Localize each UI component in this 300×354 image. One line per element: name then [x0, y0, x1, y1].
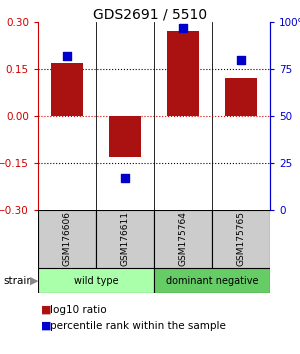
- Text: ■: ■: [40, 321, 51, 331]
- Text: GSM176611: GSM176611: [121, 211, 130, 267]
- Bar: [212, 210, 270, 268]
- Bar: [154, 210, 212, 268]
- Text: strain: strain: [3, 275, 33, 285]
- Bar: [38, 268, 154, 293]
- Text: ▶: ▶: [30, 275, 39, 285]
- Text: GDS2691 / 5510: GDS2691 / 5510: [93, 8, 207, 22]
- Text: log10 ratio: log10 ratio: [50, 305, 106, 315]
- Point: [123, 175, 128, 181]
- Bar: [225, 78, 257, 116]
- Text: GSM175765: GSM175765: [236, 211, 245, 267]
- Bar: [38, 210, 96, 268]
- Text: GSM176606: GSM176606: [62, 211, 71, 267]
- Text: percentile rank within the sample: percentile rank within the sample: [50, 321, 225, 331]
- Point: [64, 53, 69, 59]
- Point: [238, 57, 243, 62]
- Bar: [167, 32, 199, 116]
- Bar: [154, 268, 270, 293]
- Point: [181, 25, 185, 30]
- Bar: [109, 116, 141, 157]
- Text: GSM175764: GSM175764: [178, 212, 188, 267]
- Bar: [96, 210, 154, 268]
- Text: wild type: wild type: [74, 275, 118, 285]
- Bar: [51, 63, 83, 116]
- Text: ■: ■: [40, 305, 51, 315]
- Text: dominant negative: dominant negative: [166, 275, 258, 285]
